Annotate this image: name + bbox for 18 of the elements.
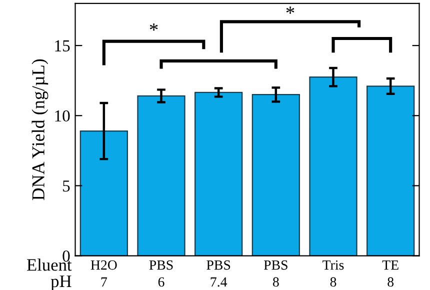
- x-tick-label: TE 8: [382, 260, 398, 287]
- bar: [252, 94, 300, 256]
- bar: [80, 130, 128, 256]
- y-tick-label: 10: [55, 110, 70, 122]
- x-tick-label: PBS 6: [149, 260, 173, 287]
- x-tick-label: H2O 7: [90, 260, 117, 287]
- bar: [194, 92, 243, 256]
- x-tick-label: Tris 8: [322, 260, 344, 287]
- bar: [137, 95, 186, 256]
- bar: [309, 76, 358, 256]
- x-tick-label: PBS 8: [264, 260, 288, 287]
- annotation: *: [286, 6, 294, 14]
- bar: [366, 86, 415, 256]
- y-axis-title: DNA Yield (ng/µL): [32, 59, 48, 200]
- annotation: *: [150, 23, 158, 31]
- y-tick-label: 15: [55, 40, 70, 52]
- x-tick-label: PBS 7.4: [206, 260, 230, 287]
- y-tick-label: 5: [63, 180, 70, 192]
